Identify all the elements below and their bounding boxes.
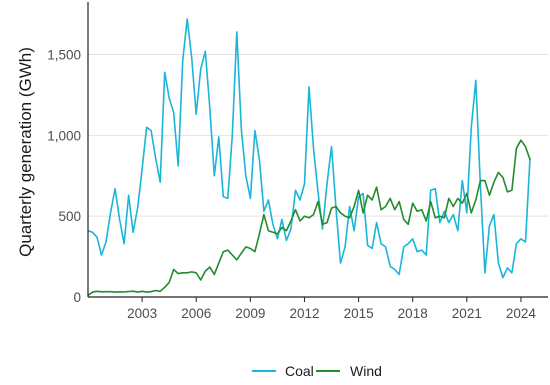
- y-tick-labels: 0 500 1,000 1,500: [47, 48, 81, 306]
- grid-lines: [88, 54, 548, 298]
- x-tick-labels: 2003 2006 2009 2012 2015 2018 2021 2024: [127, 306, 536, 321]
- legend: Coal Wind: [252, 363, 382, 379]
- x-tick-label: 2009: [235, 306, 265, 321]
- x-tick-label: 2021: [452, 306, 482, 321]
- series-lines: [87, 18, 531, 297]
- x-tick-label: 2015: [344, 306, 374, 321]
- series-line-coal: [87, 18, 531, 279]
- x-tick-label: 2018: [398, 306, 428, 321]
- x-tick-label: 2024: [506, 306, 537, 321]
- y-axis-title: Quarterly generation (GWh): [16, 47, 35, 257]
- y-tick-label: 500: [58, 209, 81, 224]
- x-tick-label: 2003: [127, 306, 157, 321]
- legend-label-wind: Wind: [350, 363, 382, 379]
- x-tick-label: 2012: [289, 306, 319, 321]
- y-tick-label: 1,500: [47, 48, 81, 63]
- y-tick-label: 1,000: [47, 128, 81, 143]
- axes: [87, 2, 548, 302]
- series-line-wind: [87, 139, 531, 297]
- y-tick-label: 0: [73, 290, 81, 305]
- legend-label-coal: Coal: [285, 363, 314, 379]
- x-tick-label: 2006: [181, 306, 211, 321]
